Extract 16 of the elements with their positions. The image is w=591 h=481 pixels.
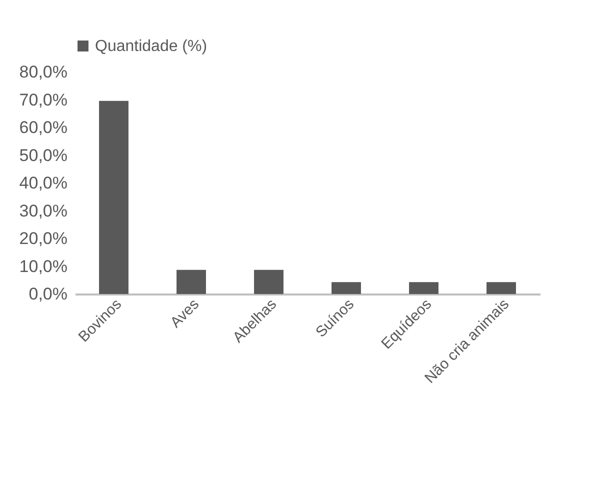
y-tick-label: 10,0% bbox=[19, 256, 68, 276]
y-tick-label: 60,0% bbox=[19, 118, 68, 137]
bar bbox=[409, 282, 438, 294]
bar bbox=[332, 282, 361, 294]
bar bbox=[254, 270, 284, 294]
y-tick-label: 0,0% bbox=[28, 284, 68, 304]
y-tick-label: 20,0% bbox=[19, 229, 68, 248]
y-tick-label: 40,0% bbox=[19, 174, 68, 192]
bar bbox=[176, 270, 206, 294]
legend-label: Quantidade (%) bbox=[95, 38, 208, 55]
y-tick-label: 50,0% bbox=[19, 146, 68, 165]
y-tick-label: 70,0% bbox=[19, 90, 68, 110]
bar bbox=[99, 100, 128, 294]
bar bbox=[486, 282, 516, 294]
y-tick-label: 80,0% bbox=[19, 62, 68, 82]
y-tick-label: 30,0% bbox=[19, 201, 68, 220]
